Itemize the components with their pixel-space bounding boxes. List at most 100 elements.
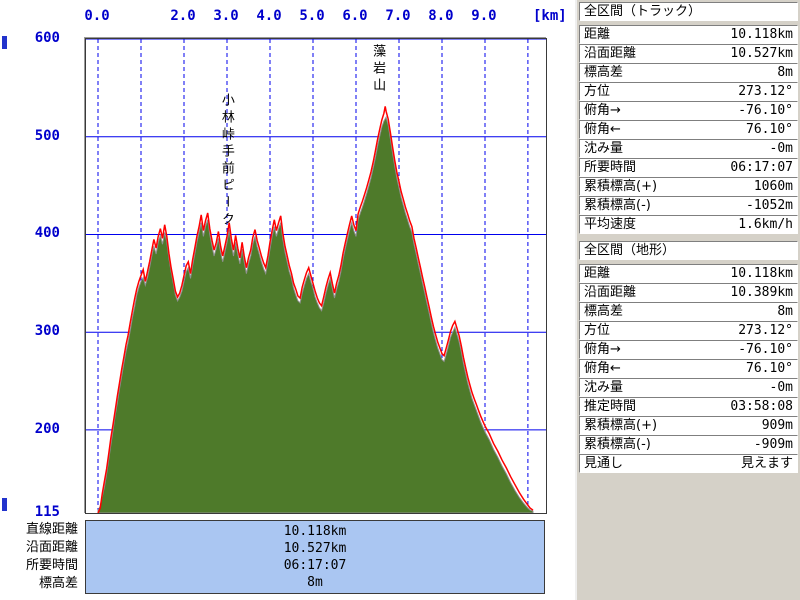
stat-value: 76.10° <box>746 122 793 137</box>
stat-value: 06:17:07 <box>730 160 793 175</box>
stat-value: 見えます <box>740 456 793 471</box>
summary-value: 10.527km <box>283 541 347 556</box>
stats-side-panel: 全区間（トラック） 距離 10.118km 沿面距離 10.527km 標高差 8m 方位 27… <box>575 0 800 600</box>
y-tick-500: 500 <box>34 127 60 144</box>
stat-label: 累積標高(-) <box>584 437 651 452</box>
stat-value: 909m <box>761 418 793 433</box>
stat-value: 273.12° <box>738 84 793 99</box>
track-elevation-line <box>97 106 534 513</box>
x-tick-6.0: 6.0 <box>342 8 368 24</box>
x-tick-9.0: 9.0 <box>471 8 497 24</box>
stat-row: 累積標高(-) -1052m <box>579 196 798 215</box>
stat-label: 沈み量 <box>584 141 624 156</box>
stat-value: -0m <box>769 380 793 395</box>
summary-value: 06:17:07 <box>283 558 347 573</box>
stat-value: 10.527km <box>730 46 793 61</box>
stat-row: 沈み量 -0m <box>579 378 798 397</box>
stat-label: 沿面距離 <box>584 46 637 61</box>
stat-label: 見通し <box>584 456 624 471</box>
stat-row: 俯角→ -76.10° <box>579 340 798 359</box>
stat-value: -909m <box>753 437 793 452</box>
x-tick-8.0: 8.0 <box>428 8 454 24</box>
stat-label: 累積標高(+) <box>584 418 658 433</box>
panel-section-title: 全区間（地形） <box>579 241 798 260</box>
stat-row: 標高差 8m <box>579 302 798 321</box>
stat-value: 10.118km <box>730 266 793 281</box>
stat-label: 俯角→ <box>584 103 621 118</box>
stat-row: 推定時間 03:58:08 <box>579 397 798 416</box>
x-tick-3.0: 3.0 <box>213 8 239 24</box>
summary-value-box: 10.118km 10.527km 06:17:07 8m <box>85 520 545 594</box>
stat-value: -76.10° <box>738 103 793 118</box>
stat-row: 方位 273.12° <box>579 82 798 101</box>
stat-value: -1052m <box>746 198 793 213</box>
panel-section-0: 全区間（トラック） 距離 10.118km 沿面距離 10.527km 標高差 8m 方位 27… <box>577 2 800 234</box>
stat-label: 推定時間 <box>584 399 637 414</box>
stat-value: 10.118km <box>730 27 793 42</box>
panel-section-title: 全区間（トラック） <box>579 2 798 21</box>
x-tick-7.0: 7.0 <box>385 8 411 24</box>
stat-value: -76.10° <box>738 342 793 357</box>
annotation-kobayashi-toge-mae-peak: 小林峠手前ピーク <box>218 93 234 229</box>
summary-value: 8m <box>307 575 323 590</box>
stat-row: 沿面距離 10.527km <box>579 44 798 63</box>
stat-row: 累積標高(+) 1060m <box>579 177 798 196</box>
x-tick-0.0: 0.0 <box>84 8 110 24</box>
stat-row: 標高差 8m <box>579 63 798 82</box>
stat-value: 8m <box>777 65 793 80</box>
summary-label: 沿面距離 <box>25 540 78 555</box>
stat-label: 距離 <box>584 27 611 42</box>
stat-row: 平均速度 1.6km/h <box>579 215 798 234</box>
stat-row: 俯角→ -76.10° <box>579 101 798 120</box>
stat-value: 1060m <box>753 179 793 194</box>
y-tick-115: 115 <box>34 504 60 520</box>
y-tick-200: 200 <box>34 420 60 437</box>
stat-value: 03:58:08 <box>730 399 793 414</box>
stat-row: 沿面距離 10.389km <box>579 283 798 302</box>
summary-label-column: 直線距離 沿面距離 所要時間 標高差 <box>0 521 78 593</box>
stat-label: 累積標高(+) <box>584 179 658 194</box>
stat-row: 累積標高(-) -909m <box>579 435 798 454</box>
stat-value: 76.10° <box>746 361 793 376</box>
terrain-area <box>97 115 534 513</box>
stat-label: 沿面距離 <box>584 285 637 300</box>
stat-label: 標高差 <box>584 304 624 319</box>
stat-value: 273.12° <box>738 323 793 338</box>
stat-row: 見通し 見えます <box>579 454 798 473</box>
stat-row: 俯角← 76.10° <box>579 120 798 139</box>
elevation-profile-chart <box>86 39 546 513</box>
stat-value: 10.389km <box>730 285 793 300</box>
stat-value: -0m <box>769 141 793 156</box>
stat-row: 俯角← 76.10° <box>579 359 798 378</box>
summary-label: 所要時間 <box>25 558 78 573</box>
summary-value: 10.118km <box>283 524 347 539</box>
stat-label: 所要時間 <box>584 160 637 175</box>
left-edge-marker-top <box>2 36 7 49</box>
y-tick-600: 600 <box>34 30 60 46</box>
stat-label: 沈み量 <box>584 380 624 395</box>
left-edge-marker-bottom <box>2 498 7 511</box>
summary-label: 標高差 <box>38 576 78 591</box>
stat-label: 平均速度 <box>584 217 637 232</box>
stat-label: 標高差 <box>584 65 624 80</box>
stat-label: 俯角← <box>584 122 621 137</box>
y-tick-400: 400 <box>34 225 60 242</box>
x-tick-2.0: 2.0 <box>170 8 196 24</box>
elevation-plot-area[interactable]: 小林峠手前ピーク 藻岩山 <box>85 38 547 514</box>
stat-label: 方位 <box>584 323 611 338</box>
stat-label: 方位 <box>584 84 611 99</box>
stat-row: 距離 10.118km <box>579 25 798 44</box>
stat-value: 1.6km/h <box>738 217 793 232</box>
annotation-moiwayama: 藻岩山 <box>370 44 386 95</box>
x-tick-5.0: 5.0 <box>299 8 325 24</box>
stat-row: 距離 10.118km <box>579 264 798 283</box>
x-tick-4.0: 4.0 <box>256 8 282 24</box>
stat-row: 累積標高(+) 909m <box>579 416 798 435</box>
stat-row: 所要時間 06:17:07 <box>579 158 798 177</box>
stat-value: 8m <box>777 304 793 319</box>
stat-label: 俯角→ <box>584 342 621 357</box>
stat-label: 累積標高(-) <box>584 198 651 213</box>
x-axis-unit-label: [km] <box>533 8 567 24</box>
stat-label: 距離 <box>584 266 611 281</box>
